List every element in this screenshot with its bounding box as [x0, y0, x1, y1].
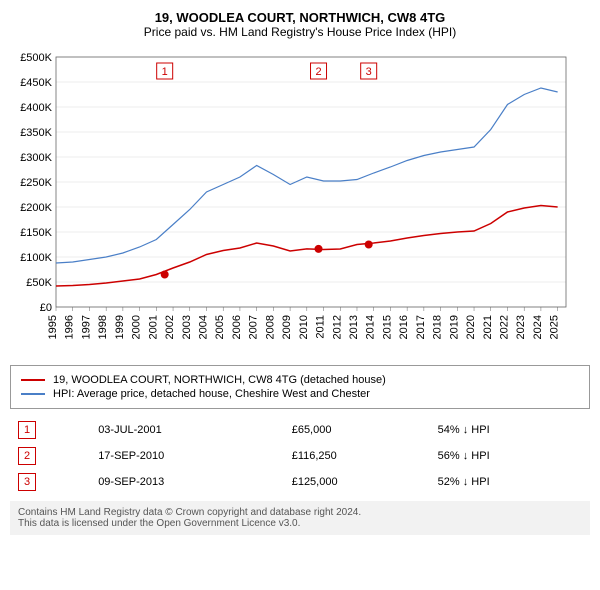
- chart-title: 19, WOODLEA COURT, NORTHWICH, CW8 4TG: [10, 10, 590, 25]
- xtick-label: 2020: [465, 315, 477, 339]
- ytick-label: £400K: [20, 102, 52, 114]
- xtick-label: 1995: [47, 315, 59, 339]
- legend: 19, WOODLEA COURT, NORTHWICH, CW8 4TG (d…: [10, 365, 590, 409]
- xtick-label: 2008: [264, 315, 276, 339]
- marker-delta: 54% ↓ HPI: [430, 417, 590, 443]
- marker-dot: [161, 271, 169, 279]
- marker-date: 03-JUL-2001: [90, 417, 284, 443]
- xtick-label: 2016: [398, 315, 410, 339]
- legend-row: HPI: Average price, detached house, Ches…: [21, 388, 579, 400]
- legend-label: 19, WOODLEA COURT, NORTHWICH, CW8 4TG (d…: [53, 374, 386, 386]
- marker-dot: [365, 241, 373, 249]
- marker-num: 1: [162, 66, 168, 78]
- legend-label: HPI: Average price, detached house, Ches…: [53, 388, 370, 400]
- xtick-label: 2006: [231, 315, 243, 339]
- xtick-label: 2012: [331, 315, 343, 339]
- marker-num: 3: [366, 66, 372, 78]
- marker-row: 3 09-SEP-2013£125,00052% ↓ HPI: [10, 469, 590, 495]
- ytick-label: £350K: [20, 127, 52, 139]
- marker-date: 09-SEP-2013: [90, 469, 284, 495]
- chart-subtitle: Price paid vs. HM Land Registry's House …: [10, 25, 590, 39]
- xtick-label: 2007: [248, 315, 260, 339]
- xtick-label: 1998: [97, 315, 109, 339]
- ytick-label: £150K: [20, 227, 52, 239]
- xtick-label: 2017: [415, 315, 427, 339]
- xtick-label: 2018: [432, 315, 444, 339]
- xtick-label: 2025: [549, 315, 561, 339]
- xtick-label: 2004: [197, 315, 209, 339]
- xtick-label: 2003: [181, 315, 193, 339]
- footer-line1: Contains HM Land Registry data © Crown c…: [18, 507, 582, 518]
- marker-row: 1 03-JUL-2001£65,00054% ↓ HPI: [10, 417, 590, 443]
- xtick-label: 2011: [315, 315, 327, 339]
- xtick-label: 1999: [114, 315, 126, 339]
- footer-line2: This data is licensed under the Open Gov…: [18, 518, 582, 529]
- xtick-label: 2022: [498, 315, 510, 339]
- marker-price: £65,000: [284, 417, 430, 443]
- xtick-label: 2013: [348, 315, 360, 339]
- xtick-label: 2023: [515, 315, 527, 339]
- xtick-label: 2009: [281, 315, 293, 339]
- ytick-label: £250K: [20, 177, 52, 189]
- line-chart: £0 £50K £100K £150K £200K £250K £300K £350K £400…: [10, 47, 570, 357]
- chart-area: £0 £50K £100K £150K £200K £250K £300K £350K £400…: [10, 47, 590, 357]
- ytick-label: £450K: [20, 77, 52, 89]
- marker-num-box: 2: [18, 447, 36, 465]
- xtick-label: 2005: [214, 315, 226, 339]
- xtick-label: 2014: [365, 315, 377, 339]
- marker-price: £116,250: [284, 443, 430, 469]
- xtick-label: 1997: [80, 315, 92, 339]
- xtick-label: 2001: [147, 315, 159, 339]
- marker-date: 17-SEP-2010: [90, 443, 284, 469]
- ytick-label: £0: [40, 302, 52, 314]
- marker-num-box: 1: [18, 421, 36, 439]
- xtick-label: 2002: [164, 315, 176, 339]
- series-line: [56, 206, 558, 287]
- marker-row: 2 17-SEP-2010£116,25056% ↓ HPI: [10, 443, 590, 469]
- ytick-label: £100K: [20, 252, 52, 264]
- legend-swatch: [21, 393, 45, 395]
- marker-price: £125,000: [284, 469, 430, 495]
- marker-delta: 56% ↓ HPI: [430, 443, 590, 469]
- xtick-label: 2019: [448, 315, 460, 339]
- marker-table: 1 03-JUL-2001£65,00054% ↓ HPI 2 17-SEP-2010…: [10, 417, 590, 495]
- legend-row: 19, WOODLEA COURT, NORTHWICH, CW8 4TG (d…: [21, 374, 579, 386]
- ytick-label: £300K: [20, 152, 52, 164]
- marker-num-box: 3: [18, 473, 36, 491]
- xtick-label: 2015: [381, 315, 393, 339]
- marker-delta: 52% ↓ HPI: [430, 469, 590, 495]
- xtick-label: 2000: [131, 315, 143, 339]
- legend-swatch: [21, 379, 45, 381]
- xtick-label: 2021: [482, 315, 494, 339]
- xtick-label: 2010: [298, 315, 310, 339]
- ytick-label: £200K: [20, 202, 52, 214]
- footer-attribution: Contains HM Land Registry data © Crown c…: [10, 501, 590, 535]
- marker-dot: [315, 245, 323, 253]
- ytick-label: £50K: [26, 277, 52, 289]
- ytick-label: £500K: [20, 52, 52, 64]
- series-line: [56, 88, 558, 263]
- xtick-label: 1996: [64, 315, 76, 339]
- xtick-label: 2024: [532, 315, 544, 339]
- marker-num: 2: [315, 66, 321, 78]
